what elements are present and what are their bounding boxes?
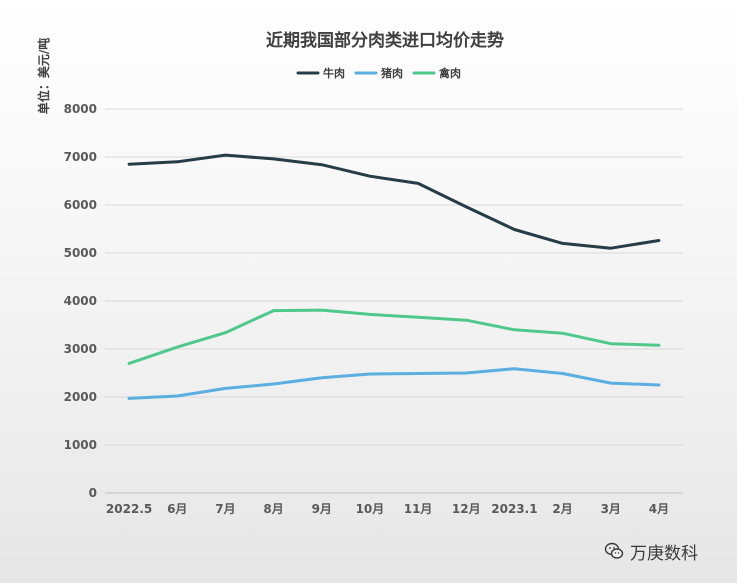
legend-label-2: 禽肉 — [438, 66, 461, 80]
x-axis-ticks: 2022.5 6月 7月 8月 9月 10月 11月 12月 2023.1 2月 3月 4月 — [106, 502, 669, 516]
legend-label-1: 猪肉 — [380, 66, 403, 80]
x-tick-label: 3月 — [601, 502, 621, 516]
x-tick-label: 7月 — [215, 502, 235, 516]
y-axis-ticks: 0 1000 2000 3000 4000 5000 6000 7000 8000 — [64, 102, 97, 500]
x-tick-label: 2月 — [552, 502, 572, 516]
y-tick-label: 5000 — [64, 246, 97, 260]
x-tick-label: 12月 — [452, 502, 481, 516]
x-tick-label: 2022.5 — [106, 502, 152, 516]
x-tick-label: 8月 — [263, 502, 283, 516]
series-line-0 — [127, 153, 661, 250]
series-line-2 — [127, 308, 661, 365]
y-tick-label: 7000 — [64, 150, 97, 164]
watermark-text: 万庚数科 — [630, 543, 698, 564]
y-tick-label: 6000 — [64, 198, 97, 212]
x-tick-label: 10月 — [356, 502, 385, 516]
wechat-icon — [604, 542, 624, 559]
watermark: 万庚数科 — [604, 538, 698, 564]
x-tick-label: 4月 — [649, 502, 669, 516]
y-tick-label: 3000 — [64, 342, 97, 356]
x-tick-label: 9月 — [312, 502, 332, 516]
series-lines — [127, 153, 661, 400]
gridlines — [105, 108, 683, 494]
legend: 牛肉 猪肉 禽肉 — [296, 66, 461, 80]
y-tick-label: 8000 — [64, 102, 97, 116]
y-axis-label: 单位：美元/吨 — [36, 38, 51, 114]
x-tick-label: 11月 — [404, 502, 433, 516]
y-tick-label: 1000 — [64, 438, 97, 452]
x-tick-label: 6月 — [167, 502, 187, 516]
legend-label-0: 牛肉 — [323, 66, 345, 80]
x-tick-label: 2023.1 — [491, 502, 537, 516]
series-line-1 — [127, 367, 661, 400]
y-tick-label: 0 — [89, 486, 97, 500]
chart-title: 近期我国部分肉类进口均价走势 — [266, 30, 504, 51]
y-tick-label: 4000 — [64, 294, 97, 308]
y-tick-label: 2000 — [64, 390, 97, 404]
